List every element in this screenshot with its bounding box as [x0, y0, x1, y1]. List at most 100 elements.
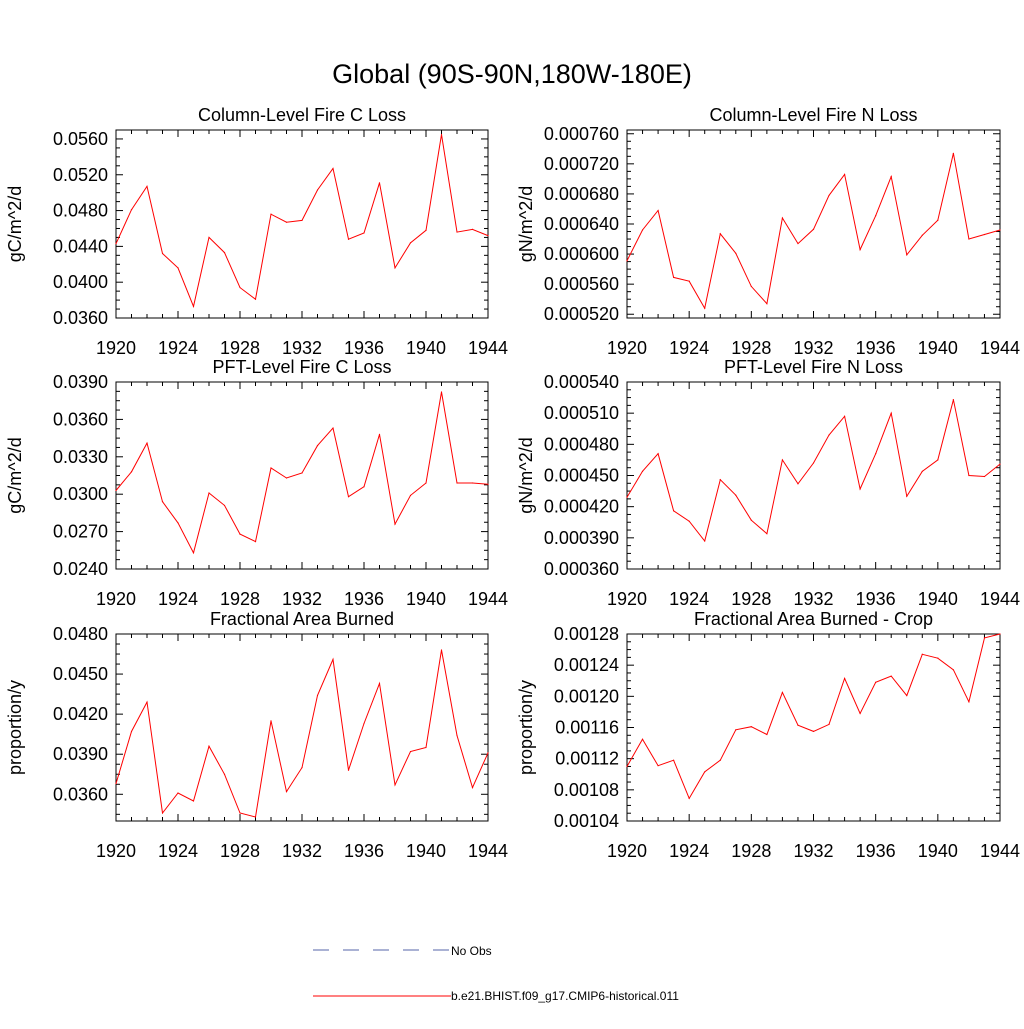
x-tick-label: 1936 [344, 589, 384, 609]
data-point [440, 133, 443, 136]
data-point [906, 495, 908, 497]
data-point [270, 213, 272, 215]
data-point [456, 734, 458, 737]
data-point [859, 248, 861, 251]
x-tick-label: 1924 [158, 338, 198, 358]
y-tick-label: 0.000600 [544, 244, 619, 264]
data-point [859, 488, 861, 490]
x-tick-label: 1944 [980, 338, 1020, 358]
panel-title: Fractional Area Burned - Crop [694, 609, 933, 629]
x-tick-label: 1936 [856, 841, 896, 861]
data-point [673, 759, 675, 761]
data-point [626, 496, 628, 498]
data-point [363, 232, 365, 234]
panel-title: PFT-Level Fire C Loss [212, 357, 391, 377]
series-line [626, 633, 1001, 800]
data-point [394, 784, 396, 786]
data-point [130, 471, 133, 473]
data-point [285, 221, 288, 223]
x-tick-label: 1944 [980, 841, 1020, 861]
panel-title: PFT-Level Fire N Loss [724, 357, 903, 377]
data-point [968, 701, 970, 703]
y-tick-label: 0.0390 [53, 744, 108, 764]
y-tick-label: 0.0440 [53, 236, 108, 256]
data-point [471, 482, 474, 484]
data-point [812, 462, 815, 464]
data-point [254, 298, 257, 300]
figure-title: Global (90S-90N,180W-180E) [332, 59, 692, 89]
data-point [161, 812, 164, 814]
y-tick-label: 0.00120 [554, 686, 619, 706]
y-tick-label: 0.000720 [544, 154, 619, 174]
data-point [797, 242, 799, 245]
data-point [657, 765, 659, 767]
series-line [115, 649, 489, 818]
x-tick-label: 1940 [406, 338, 446, 358]
x-tick-label: 1932 [793, 338, 833, 358]
data-point [999, 229, 1001, 231]
panel-title: Column-Level Fire N Loss [709, 105, 917, 125]
x-tick-label: 1932 [793, 589, 833, 609]
x-tick-label: 1924 [158, 589, 198, 609]
data-point [952, 399, 954, 401]
y-tick-label: 0.0360 [53, 784, 108, 804]
data-point [301, 766, 303, 769]
x-tick-label: 1944 [468, 338, 508, 358]
data-point [983, 475, 986, 478]
data-point [890, 412, 892, 414]
y-tick-label: 0.000520 [544, 304, 619, 324]
data-point [301, 472, 303, 474]
data-point [316, 189, 319, 191]
data-point [270, 720, 272, 722]
data-point [843, 415, 846, 417]
data-point [704, 540, 706, 542]
x-tick-label: 1944 [468, 589, 508, 609]
data-point [921, 653, 923, 655]
x-tick-label: 1924 [158, 841, 198, 861]
data-point [750, 519, 752, 521]
data-point [781, 459, 784, 461]
data-point [766, 533, 768, 535]
data-point [673, 276, 675, 278]
y-axis-label: proportion/y [5, 680, 25, 775]
data-point [968, 238, 970, 240]
legend-label-no-obs: No Obs [451, 944, 492, 958]
data-point [425, 746, 427, 749]
data-point [704, 771, 706, 773]
data-point [332, 427, 334, 429]
data-point [797, 483, 799, 485]
data-point [626, 765, 628, 768]
data-point [347, 496, 350, 498]
data-point [456, 482, 458, 484]
x-tick-label: 1940 [918, 841, 958, 861]
y-tick-label: 0.0450 [53, 664, 108, 684]
data-point [828, 723, 830, 725]
chart-panel-3: PFT-Level Fire C Loss gC/m^2/d 1920 1924 192… [5, 357, 508, 609]
x-tick-label: 1924 [669, 338, 709, 358]
data-point [347, 238, 350, 240]
y-tick-label: 0.0520 [53, 165, 108, 185]
x-tick-label: 1940 [406, 841, 446, 861]
x-tick-label: 1928 [731, 338, 771, 358]
data-point [735, 494, 737, 496]
data-point [394, 267, 396, 269]
data-point [471, 787, 474, 789]
x-tick-label: 1928 [220, 589, 260, 609]
data-point [921, 234, 923, 236]
y-tick-label: 0.000420 [544, 497, 619, 517]
data-point [983, 637, 986, 639]
data-point [487, 483, 489, 485]
x-tick-label: 1920 [96, 338, 136, 358]
chart-panel-6: Fractional Area Burned - Crop proportion/… [516, 609, 1020, 861]
x-tick-label: 1932 [282, 338, 322, 358]
data-point [766, 733, 768, 736]
x-tick-label: 1928 [220, 338, 260, 358]
x-tick-label: 1932 [793, 841, 833, 861]
y-tick-label: 0.000450 [544, 466, 619, 486]
data-point [146, 185, 148, 187]
data-point [285, 477, 288, 479]
data-point [316, 444, 319, 447]
data-point [875, 681, 877, 683]
data-point [115, 783, 117, 785]
data-point [378, 682, 381, 685]
